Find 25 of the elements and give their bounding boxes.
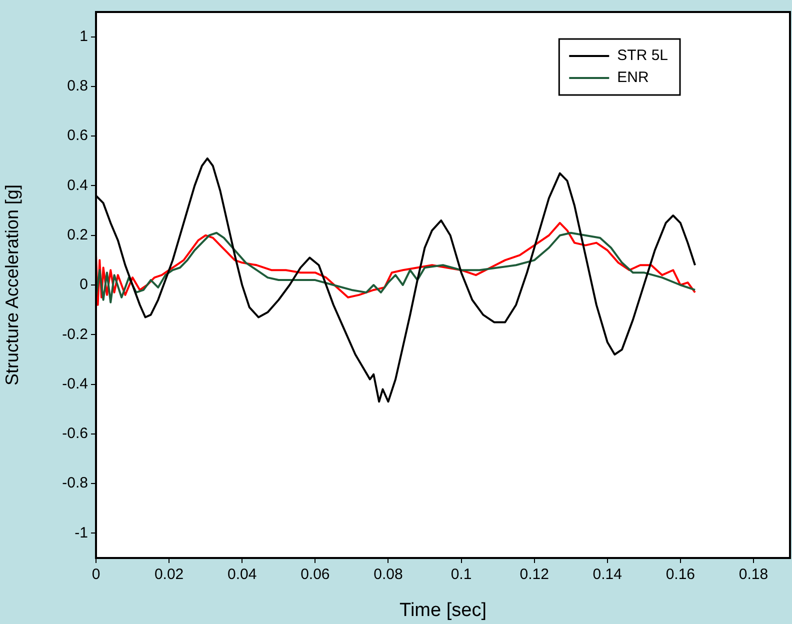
y-tick-label: -0.2 [62, 326, 88, 343]
legend-label: ENR [617, 69, 649, 86]
y-tick-label: 0 [80, 276, 88, 294]
x-tick-label: 0.1 [450, 566, 472, 584]
x-tick-label: 0.16 [666, 566, 696, 584]
y-tick-label: 0.6 [67, 127, 88, 144]
x-tick-label: 0.08 [374, 566, 403, 584]
y-tick-label: 1 [80, 28, 88, 45]
y-tick-label: 0.2 [67, 226, 88, 244]
y-tick-label: -1 [74, 524, 88, 542]
x-axis-title: Time [sec] [400, 600, 486, 621]
x-tick-label: 0.02 [154, 566, 184, 584]
y-tick-label: -0.6 [62, 425, 88, 442]
x-tick-label: 0 [92, 566, 100, 584]
y-axis-title: Structure Acceleration [g] [2, 184, 22, 386]
x-tick-label: 0.18 [738, 566, 768, 584]
x-tick-label: 0.06 [300, 566, 330, 584]
y-tick-label: -0.8 [62, 474, 88, 492]
y-tick-label: 0.8 [67, 78, 88, 95]
y-tick-label: 0.4 [67, 176, 88, 194]
legend-label: STR 5L [617, 47, 668, 64]
x-tick-label: 0.12 [520, 566, 549, 584]
x-tick-label: 0.04 [228, 566, 257, 584]
y-tick-label: -0.4 [62, 375, 88, 392]
x-tick-label: 0.14 [592, 566, 622, 584]
